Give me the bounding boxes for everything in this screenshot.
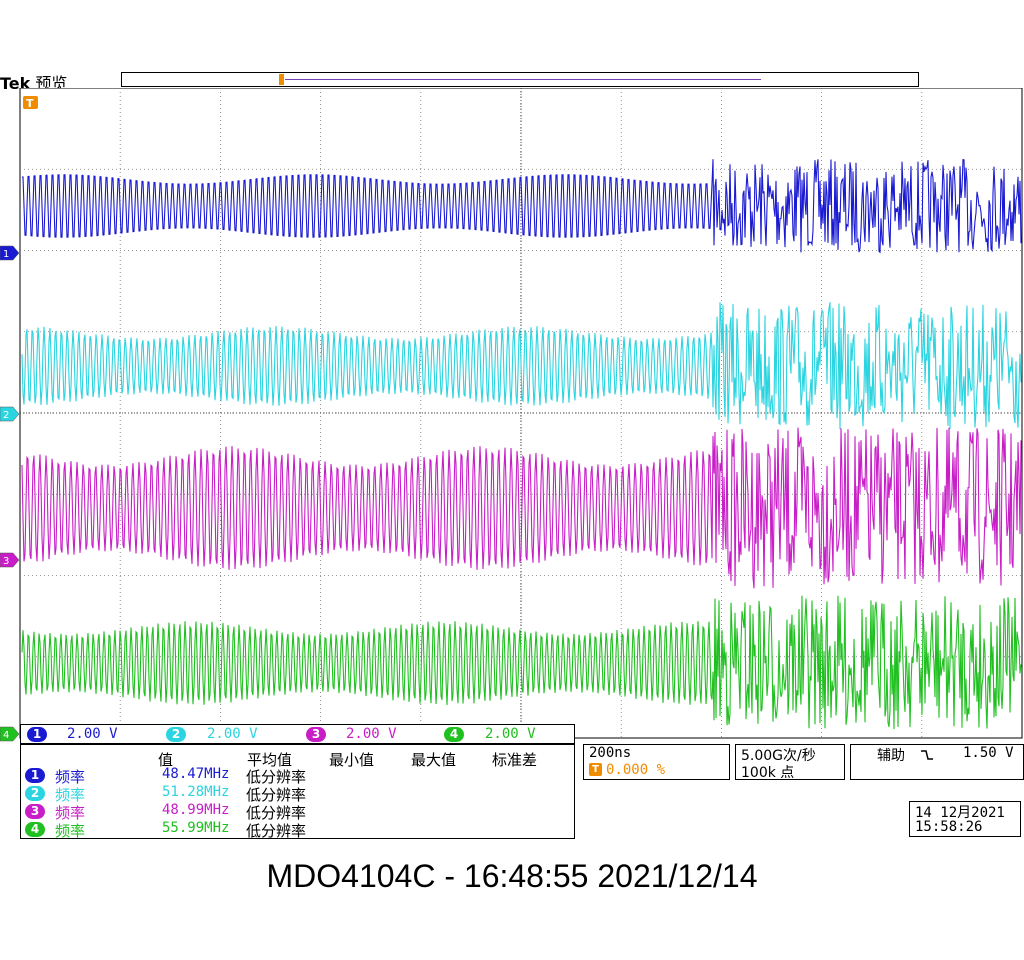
time-label: 15:58:26 (915, 819, 983, 835)
timebase-panel[interactable]: 200ns T 0.000 % (583, 744, 730, 780)
meas-ch2-value: 51.28MHz (162, 784, 230, 800)
ch4-ground-marker-label: 4 (3, 730, 9, 741)
sample-rate: 5.00G次/秒 (741, 748, 816, 764)
screenshot-caption: MDO4104C - 16:48:55 2021/12/14 (266, 858, 758, 894)
trigger-time-marker-label: T (26, 97, 34, 110)
meas-ch1-badge: 1 (25, 768, 45, 783)
meas-header-mean: 平均值 (247, 751, 293, 769)
date-label: 14 12月2021 (915, 805, 1005, 821)
record-window-line (285, 79, 761, 80)
meas-ch4-mean: 低分辨率 (246, 822, 307, 840)
record-length: 100k 点 (741, 765, 795, 781)
ch2-ground-marker[interactable]: 2 (0, 406, 20, 422)
meas-header-stddev: 标准差 (492, 751, 538, 769)
waveform-display[interactable]: 1 2 3 4 T (0, 88, 1024, 744)
meas-ch3-value: 48.99MHz (162, 802, 230, 818)
ch1-badge[interactable]: 1 (27, 727, 47, 742)
timebase-scale: 200ns (589, 745, 632, 761)
trigger-position-icon: T (589, 763, 602, 776)
ch4-badge[interactable]: 4 (444, 727, 464, 742)
ch2-waveform (21, 302, 1022, 430)
ch2-ground-marker-label: 2 (3, 410, 9, 421)
datetime-panel[interactable]: 14 12月2021 15:58:26 (909, 801, 1021, 837)
meas-header-min: 最小值 (329, 751, 375, 769)
acquisition-panel[interactable]: 5.00G次/秒 100k 点 (735, 744, 845, 781)
meas-ch1-mean: 低分辨率 (246, 768, 307, 786)
ch2-badge[interactable]: 2 (166, 727, 186, 742)
meas-ch3-name: 频率 (55, 804, 86, 822)
trigger-position-value: 0.000 % (606, 762, 666, 778)
channel-markers[interactable]: 1 2 3 4 (0, 245, 20, 742)
meas-ch3-badge: 3 (25, 804, 45, 819)
meas-ch2-badge: 2 (25, 786, 45, 801)
ch4-waveform (21, 595, 1022, 730)
meas-ch4-name: 频率 (55, 822, 86, 840)
measurement-panel[interactable]: 值 平均值 最小值 最大值 标准差 1 频率 48.47MHz 低分辨率 2 频… (20, 744, 575, 840)
meas-row-ch3[interactable]: 3 频率 48.99MHz 低分辨率 (25, 802, 565, 822)
meas-row-ch2[interactable]: 2 频率 51.28MHz 低分辨率 (25, 784, 565, 804)
meas-header-value: 值 (158, 751, 174, 769)
ch1-scale[interactable]: 2.00 V (67, 726, 118, 742)
waveforms (21, 158, 1022, 730)
channel-scale-strip: 1 2.00 V 2 2.00 V 3 2.00 V 4 2.00 V (20, 724, 575, 744)
meas-ch4-value: 55.99MHz (162, 820, 230, 836)
ch3-scale[interactable]: 2.00 V (346, 726, 397, 742)
meas-row-ch1[interactable]: 1 频率 48.47MHz 低分辨率 (25, 766, 565, 786)
trigger-position-marker[interactable] (279, 74, 284, 85)
ch1-ground-marker-label: 1 (3, 249, 9, 260)
meas-ch4-badge: 4 (25, 822, 45, 837)
ch3-badge[interactable]: 3 (306, 727, 326, 742)
ch2-scale[interactable]: 2.00 V (207, 726, 258, 742)
meas-row-ch4[interactable]: 4 频率 55.99MHz 低分辨率 (25, 820, 565, 840)
ch4-ground-marker[interactable]: 4 (0, 726, 20, 742)
ch3-waveform (21, 427, 1022, 589)
trigger-source: 辅助 (877, 748, 905, 764)
falling-edge-icon (921, 750, 933, 760)
meas-ch1-name: 频率 (55, 768, 86, 786)
trigger-time-marker[interactable]: T (23, 96, 38, 110)
meas-ch1-value: 48.47MHz (162, 766, 230, 782)
ch1-waveform (21, 158, 1022, 254)
trigger-panel[interactable]: 辅助 1.50 V (850, 744, 1024, 780)
ch3-ground-marker-label: 3 (3, 556, 9, 567)
meas-ch2-name: 频率 (55, 786, 86, 804)
meas-ch2-mean: 低分辨率 (246, 786, 307, 804)
trigger-level: 1.50 V (963, 745, 1014, 761)
record-overview-bar[interactable] (121, 72, 919, 87)
ch4-scale[interactable]: 2.00 V (485, 726, 536, 742)
meas-ch3-mean: 低分辨率 (246, 804, 307, 822)
ch1-ground-marker[interactable]: 1 (0, 245, 20, 261)
meas-header-max: 最大值 (411, 751, 457, 769)
ch3-ground-marker[interactable]: 3 (0, 552, 20, 568)
